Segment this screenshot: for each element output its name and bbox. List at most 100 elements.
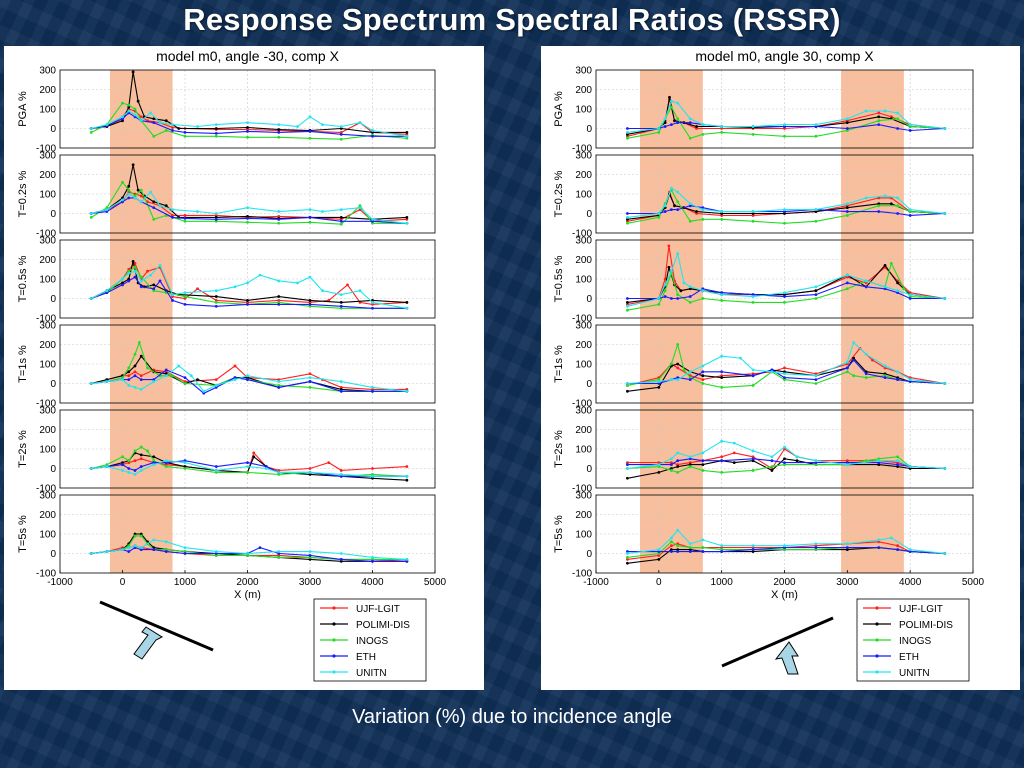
data-point (751, 449, 755, 453)
data-point (371, 556, 374, 559)
data-point (321, 123, 324, 126)
data-point (814, 542, 818, 546)
data-point (720, 546, 724, 550)
data-point (626, 131, 629, 134)
data-point (246, 206, 249, 210)
data-point (371, 302, 374, 306)
data-point (864, 285, 868, 289)
data-point (720, 548, 724, 551)
subplot-2: -100 0 100 200 300 T=0.5s % (553, 236, 974, 325)
data-point (339, 386, 343, 389)
data-point (214, 289, 218, 293)
data-point (133, 194, 137, 198)
data-point (720, 471, 724, 474)
data-point (308, 136, 312, 140)
data-point (688, 295, 692, 298)
data-point (339, 469, 343, 472)
legend-marker (332, 654, 336, 658)
data-point (171, 214, 174, 217)
data-point (133, 275, 137, 279)
data-point (133, 113, 137, 117)
data-point (657, 552, 661, 555)
y-tick-label: 200 (575, 255, 592, 266)
data-point (896, 463, 899, 466)
y-axis-label: T=5s % (17, 515, 29, 553)
data-point (308, 380, 312, 383)
axes-frame (595, 409, 974, 489)
data-point (164, 548, 168, 551)
data-point (720, 354, 724, 358)
series-line-eth (627, 458, 945, 470)
series-line-unitn (627, 251, 945, 307)
data-point (214, 550, 218, 553)
data-point (308, 216, 312, 219)
data-point (676, 208, 680, 212)
subplot-4: -100 0 100 200 300 T=2s % (553, 406, 974, 495)
data-point (371, 219, 374, 223)
data-point (676, 376, 680, 380)
y-tick-label: 200 (575, 170, 592, 181)
data-point (673, 119, 676, 123)
data-point (845, 117, 849, 121)
data-point (405, 474, 409, 478)
data-point (751, 384, 755, 387)
data-point (663, 125, 667, 128)
data-point (877, 538, 881, 542)
data-point (814, 372, 818, 376)
data-point (214, 219, 218, 223)
y-tick-label: 0 (586, 294, 592, 305)
data-point (371, 217, 374, 221)
data-point (277, 380, 281, 383)
y-tick-label: 0 (586, 379, 592, 390)
data-point (371, 221, 374, 225)
data-point (264, 467, 268, 470)
data-point (732, 461, 736, 465)
data-point (871, 358, 874, 362)
data-point (164, 374, 168, 378)
data-point (121, 101, 124, 105)
data-point (783, 291, 786, 295)
data-point (127, 459, 131, 463)
data-point (277, 301, 281, 304)
data-point (670, 123, 673, 126)
data-point (626, 297, 629, 300)
data-point (783, 445, 786, 449)
data-point (783, 127, 786, 130)
y-axis-label: T=0.2s % (553, 170, 565, 217)
data-point (751, 301, 755, 304)
data-point (845, 204, 849, 208)
data-point (152, 378, 156, 381)
data-point (688, 117, 692, 121)
series-line-inogs (91, 102, 407, 140)
data-point (164, 368, 168, 372)
data-point (626, 557, 629, 561)
data-point (908, 550, 912, 553)
y-tick-label: 0 (50, 124, 56, 135)
legend-marker (875, 622, 879, 626)
data-point (246, 121, 249, 125)
data-point (246, 215, 249, 218)
data-point (814, 123, 818, 126)
data-point (89, 216, 93, 219)
data-point (845, 127, 849, 130)
data-point (845, 129, 849, 132)
data-point (688, 546, 692, 550)
y-tick-label: 300 (39, 321, 56, 332)
y-axis-label: T=0.2s % (17, 170, 29, 217)
subplot-1: -100 0 100 200 300 T=0.2s % (17, 151, 436, 240)
data-point (626, 463, 629, 466)
data-point (720, 550, 724, 553)
data-point (105, 380, 109, 383)
data-point (133, 544, 137, 548)
data-point (133, 532, 137, 536)
data-point (864, 376, 868, 380)
data-point (139, 445, 143, 449)
data-point (214, 554, 218, 557)
data-point (943, 212, 947, 215)
data-point (783, 372, 786, 376)
data-point (183, 465, 187, 468)
y-tick-label: 100 (575, 530, 592, 541)
data-point (864, 279, 868, 283)
subplot-4: -100 0 100 200 300 T=2s % (17, 406, 436, 495)
data-point (883, 287, 887, 291)
